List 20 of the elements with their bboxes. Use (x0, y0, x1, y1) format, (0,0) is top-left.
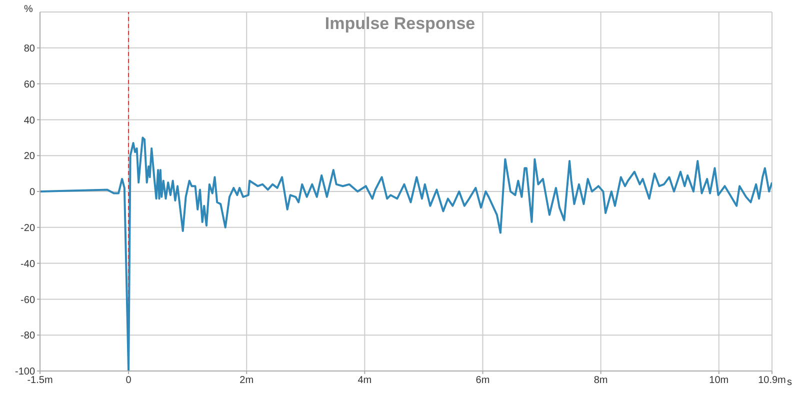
chart-title: Impulse Response (324, 14, 476, 34)
y-tick-label: -60 (20, 294, 36, 306)
y-tick-label: -20 (20, 222, 36, 234)
y-tick-label: 80 (24, 43, 36, 54)
x-tick-label: 6m (476, 375, 490, 386)
x-tick-label: 4m (358, 375, 372, 386)
x-tick-label: -1.5m (27, 375, 53, 386)
y-tick-label: -80 (20, 330, 36, 342)
y-axis-title: % (24, 4, 33, 15)
x-axis-title: s (787, 377, 792, 388)
y-tick-label: 20 (24, 151, 36, 162)
y-tick-label: 40 (24, 115, 36, 126)
x-tick-label: 0 (126, 375, 132, 386)
y-tick-label: 0 (29, 187, 36, 198)
x-tick-label: 2m (240, 375, 254, 386)
y-tick-label: -40 (20, 258, 36, 270)
x-tick-label: 10.9m (758, 375, 786, 386)
x-tick-label: 10m (709, 375, 729, 386)
y-tick-label: 60 (24, 79, 36, 90)
x-tick-label: 8m (594, 375, 608, 386)
